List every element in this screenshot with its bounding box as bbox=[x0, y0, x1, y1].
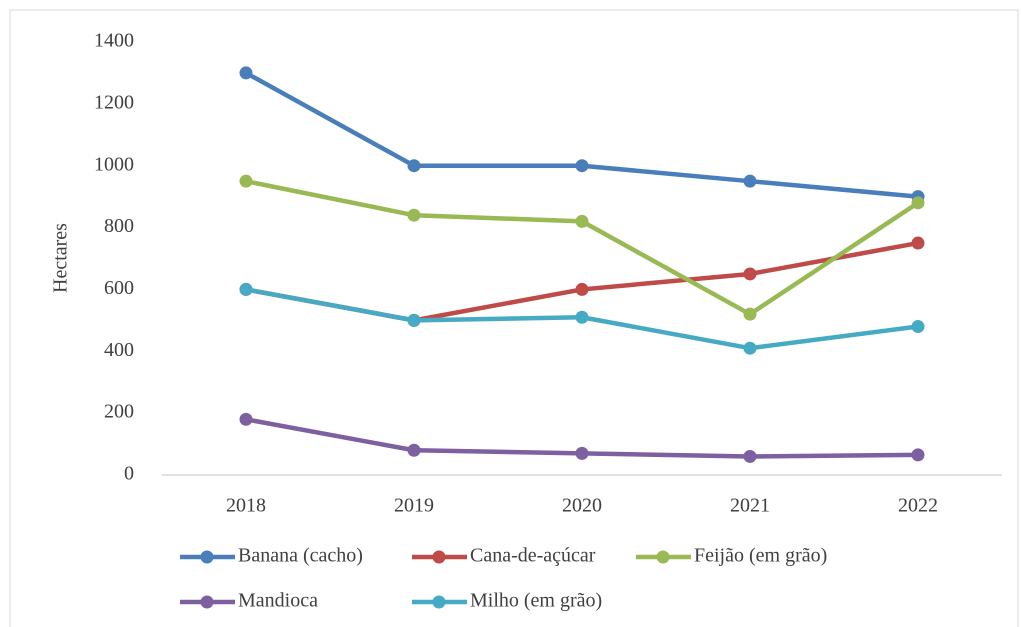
legend-marker bbox=[432, 595, 446, 609]
data-point bbox=[239, 174, 253, 188]
y-tick-label: 1400 bbox=[94, 30, 134, 52]
data-point bbox=[239, 282, 253, 296]
data-point bbox=[239, 412, 253, 426]
data-point bbox=[407, 208, 421, 222]
data-point bbox=[743, 341, 757, 355]
chart-border bbox=[9, 9, 1019, 627]
x-tick-label: 2020 bbox=[562, 495, 602, 517]
data-point bbox=[239, 66, 253, 80]
legend-label: Cana-de-açúcar bbox=[470, 545, 596, 567]
series-line bbox=[244, 70, 919, 199]
data-point bbox=[911, 236, 925, 250]
data-point bbox=[407, 159, 421, 173]
legend-label: Mandioca bbox=[238, 590, 318, 612]
data-point bbox=[743, 174, 757, 188]
data-point bbox=[575, 214, 589, 228]
legend-marker bbox=[656, 550, 670, 564]
legend-marker bbox=[200, 595, 214, 609]
data-point bbox=[407, 313, 421, 327]
legend-label: Milho (em grão) bbox=[470, 590, 602, 612]
data-point bbox=[407, 443, 421, 457]
data-point bbox=[911, 196, 925, 210]
y-tick-label: 800 bbox=[104, 215, 134, 237]
y-tick-label: 1200 bbox=[94, 91, 134, 113]
y-tick-label: 600 bbox=[104, 277, 134, 299]
data-point bbox=[911, 448, 925, 462]
data-point bbox=[575, 310, 589, 324]
data-point bbox=[743, 307, 757, 321]
y-tick-label: 400 bbox=[104, 339, 134, 361]
x-tick-label: 2018 bbox=[226, 495, 266, 517]
y-tick-label: 1000 bbox=[94, 153, 134, 175]
data-point bbox=[575, 282, 589, 296]
x-tick-label: 2022 bbox=[898, 495, 938, 517]
y-axis-label: Hectares bbox=[50, 223, 72, 293]
data-point bbox=[743, 267, 757, 281]
legend-label: Feijão (em grão) bbox=[694, 545, 827, 567]
legend-label: Banana (cacho) bbox=[238, 545, 363, 567]
data-point bbox=[911, 320, 925, 334]
legend-marker bbox=[432, 550, 446, 564]
data-point bbox=[575, 446, 589, 460]
x-tick-label: 2019 bbox=[394, 495, 434, 517]
data-point bbox=[575, 159, 589, 173]
x-tick-label: 2021 bbox=[730, 495, 770, 517]
y-tick-label: 200 bbox=[104, 401, 134, 423]
data-point bbox=[743, 449, 757, 463]
legend-marker bbox=[200, 550, 214, 564]
y-tick-label: 0 bbox=[124, 463, 134, 485]
